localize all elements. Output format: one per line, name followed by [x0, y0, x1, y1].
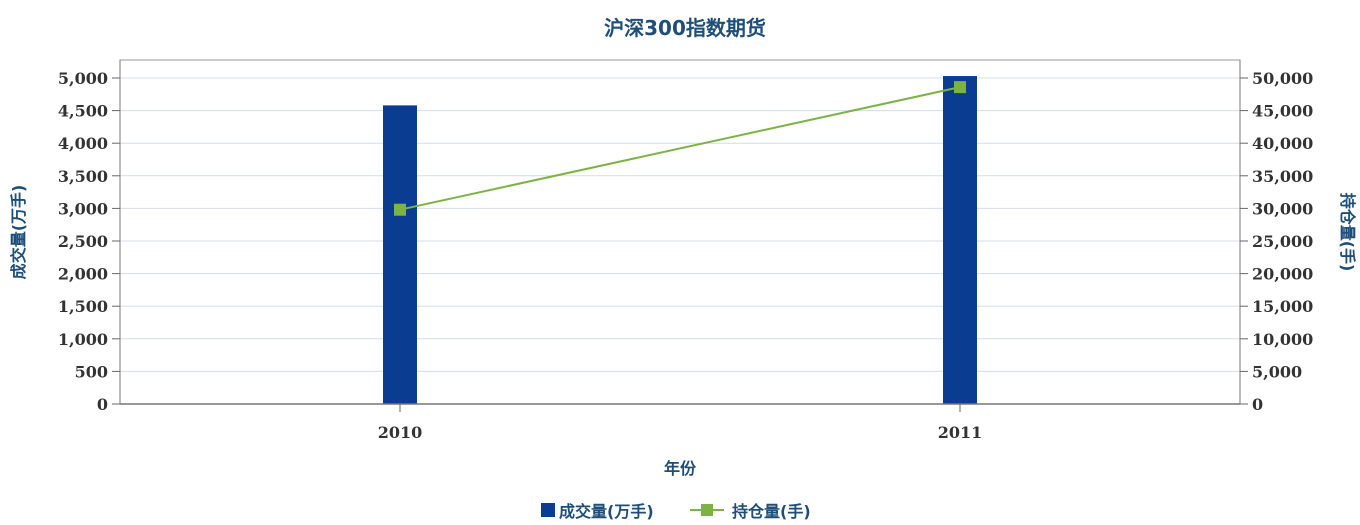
- left-tick-label: 4,500: [58, 102, 108, 121]
- left-tick-label: 1,000: [58, 330, 108, 349]
- y-axis-right-title: 持仓量(手): [1338, 193, 1357, 272]
- line-point: [394, 203, 406, 216]
- left-axis: 0 500 1,000 1,500 2,000 2,500 3,000 3,500 4,000 4…: [58, 60, 121, 414]
- x-tick-label: 2011: [938, 423, 983, 442]
- series-line: [399, 86, 961, 211]
- x-axis-title: 年份: [664, 459, 697, 478]
- left-tick-label: 4,000: [58, 134, 108, 153]
- legend-line-marker: [701, 504, 713, 516]
- y-axis-left-title: 成交量(万手): [9, 185, 28, 280]
- left-tick-label: 1,500: [58, 297, 108, 316]
- bar-series: [383, 76, 977, 404]
- right-tick-label: 25,000: [1252, 232, 1313, 251]
- line-point: [954, 81, 966, 94]
- left-tick-label: 3,000: [58, 199, 108, 218]
- legend-bar-swatch: [541, 503, 555, 517]
- x-tick-label: 2010: [378, 423, 423, 442]
- right-tick-label: 50,000: [1252, 69, 1313, 88]
- left-tick-label: 2,500: [58, 232, 108, 251]
- left-tick-label: 500: [75, 362, 108, 381]
- right-tick-label: 20,000: [1252, 265, 1313, 284]
- legend-bar-label: 成交量(万手): [559, 502, 654, 521]
- bar: [943, 76, 977, 404]
- x-axis: 2010 2011: [120, 403, 1240, 442]
- left-tick-label: 3,500: [58, 167, 108, 186]
- plot-area-border: [119, 59, 1241, 405]
- gridlines: [120, 77, 1240, 372]
- right-tick-label: 30,000: [1252, 199, 1313, 218]
- left-tick-label: 2,000: [58, 265, 108, 284]
- legend: 成交量(万手) 持仓量(手): [541, 502, 811, 521]
- right-tick-label: 5,000: [1252, 362, 1302, 381]
- line-series: [394, 81, 966, 216]
- right-tick-label: 40,000: [1252, 134, 1313, 153]
- left-tick-label: 0: [97, 395, 108, 414]
- legend-line-label: 持仓量(手): [732, 502, 811, 521]
- right-tick-label: 35,000: [1252, 167, 1313, 186]
- right-tick-label: 45,000: [1252, 102, 1313, 121]
- right-tick-label: 10,000: [1252, 330, 1313, 349]
- chart-title: 沪深300指数期货: [604, 16, 766, 40]
- bar: [383, 105, 417, 404]
- right-tick-label: 0: [1252, 395, 1263, 414]
- right-tick-label: 15,000: [1252, 297, 1313, 316]
- right-axis: 0 5,000 10,000 15,000 20,000 25,000 30,000 35,0…: [1239, 60, 1313, 414]
- left-tick-label: 5,000: [58, 69, 108, 88]
